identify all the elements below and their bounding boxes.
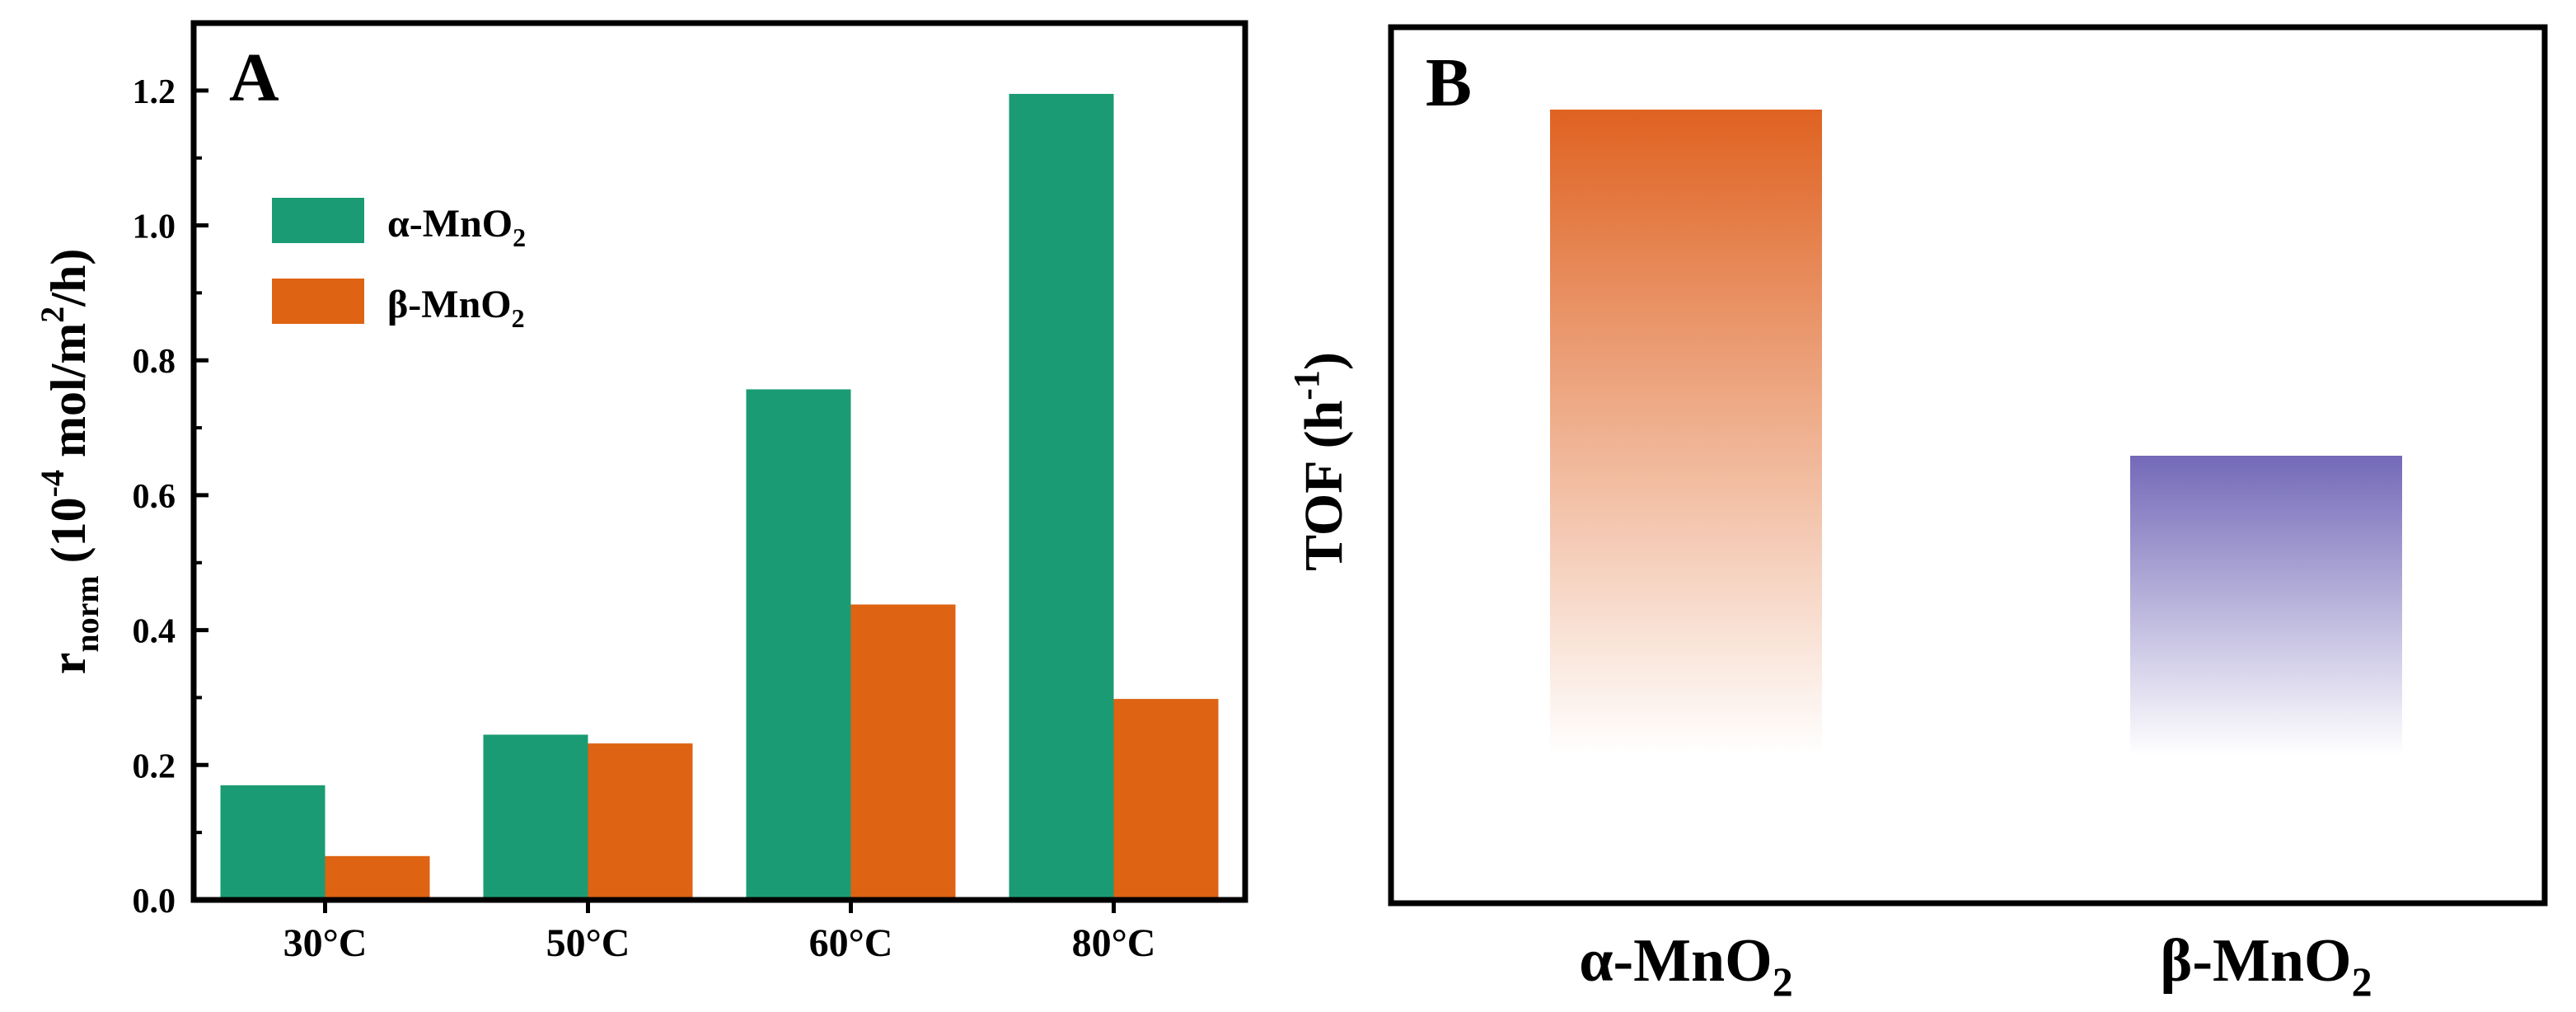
ylabel-exp2: 2: [34, 307, 71, 323]
y-tick-label: 1.0: [133, 208, 176, 246]
ylabel-post: /h): [41, 249, 96, 307]
bar-beta-1: [588, 743, 693, 900]
panel-b-x-label-alpha: α-MnO2: [1579, 927, 1793, 1005]
panel-b-x-label-beta: β-MnO2: [2160, 927, 2372, 1005]
legend-swatch-alpha: [272, 198, 364, 243]
tof-bar-beta: [2130, 456, 2402, 755]
x-tick-label: 60°C: [809, 921, 893, 965]
panel-b-y-axis-label: TOF (h-1): [1286, 352, 1354, 571]
y-tick-label: 0.6: [133, 478, 176, 516]
panel-b-bars: [1550, 110, 2402, 755]
panel-a-letter: A: [229, 40, 279, 116]
x-tick-label: 30°C: [283, 921, 368, 965]
y-tick-label: 0.8: [133, 343, 176, 381]
bar-alpha-0: [220, 785, 326, 900]
x-tick-label: 80°C: [1072, 921, 1156, 965]
ylabel-mid: mol/m: [41, 323, 96, 470]
panel-b-letter: B: [1426, 45, 1472, 121]
bar-beta-0: [325, 855, 430, 900]
panel-b-frame: [1388, 24, 2548, 907]
ylabel-pre: (10: [41, 497, 96, 575]
bar-alpha-2: [746, 389, 851, 900]
ylabel-norm-sub: norm: [68, 575, 105, 652]
panel-a-x-ticks: 30°C 50°C 60°C 80°C: [283, 900, 1156, 965]
panel-a-bars: [220, 93, 1219, 900]
panel-a-y-axis-label: rnorm (10-4 mol/m2/h): [34, 249, 105, 675]
bar-beta-2: [850, 604, 956, 900]
ylabel-exp: -4: [34, 470, 71, 497]
panel-a-frame: [190, 20, 1248, 903]
x-tick-label: 50°C: [546, 921, 630, 965]
tof-bar-alpha: [1550, 110, 1822, 755]
bar-beta-3: [1113, 699, 1219, 900]
panel-b: B TOF (h-1) α-MnO2 β-MnO2: [1286, 24, 2548, 1005]
y-tick-label: 0.2: [133, 747, 176, 785]
y-tick-label: 0.4: [133, 613, 176, 651]
legend-label-alpha: α-MnO2: [387, 202, 526, 252]
legend-swatch-beta: [272, 279, 364, 324]
ylabel-r: r: [41, 653, 96, 675]
bar-alpha-3: [1009, 93, 1114, 900]
y-tick-label: 1.2: [133, 73, 176, 111]
panel-a-y-ticks: 0.0 0.2 0.4 0.6 0.8 1.0 1.2: [133, 21, 208, 921]
panel-a: 0.0 0.2 0.4 0.6 0.8 1.0 1.2 30°C 50°C 60°C 80°C A…: [34, 20, 1248, 965]
panel-a-legend: α-MnO2 β-MnO2: [272, 198, 526, 333]
y-tick-label: 0.0: [133, 883, 176, 921]
bar-alpha-1: [483, 734, 588, 900]
legend-label-beta: β-MnO2: [387, 283, 525, 333]
